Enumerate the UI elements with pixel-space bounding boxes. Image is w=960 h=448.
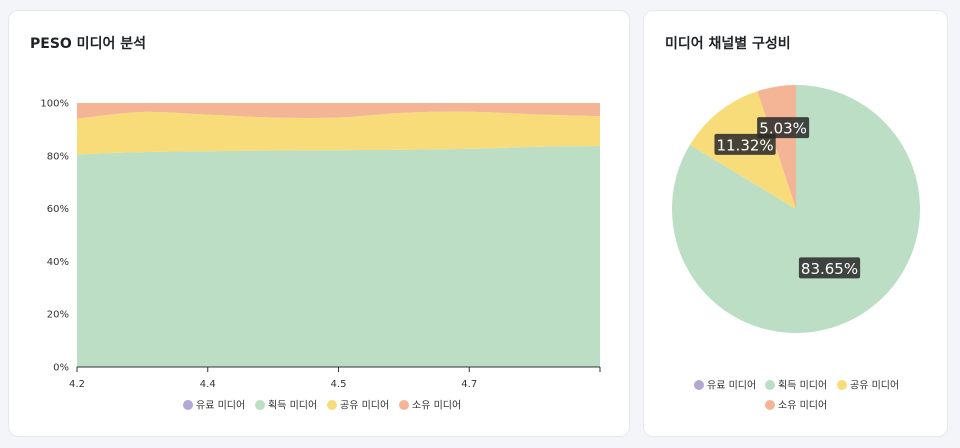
legend-label: 소유 미디어 — [412, 400, 461, 412]
legend-marker — [765, 380, 775, 390]
pie-legend-item-shared[interactable]: 공유 미디어 — [837, 380, 899, 392]
pie-label-text: 83.65% — [801, 260, 858, 278]
area-series-owned — [77, 103, 600, 119]
area-series-shared — [77, 111, 600, 155]
pie-label-text: 11.32% — [716, 136, 773, 154]
legend-marker — [183, 400, 193, 410]
pie-label-text: 5.03% — [759, 120, 807, 138]
y-tick-label: 60% — [47, 204, 69, 215]
area-series-earned — [77, 146, 600, 367]
legend-label: 획득 미디어 — [778, 380, 827, 392]
area-chart-title: PESO 미디어 분석 — [30, 36, 146, 52]
pie-slice-owned — [757, 85, 796, 209]
y-tick-label: 20% — [47, 310, 69, 321]
legend-marker — [837, 380, 847, 390]
legend-label: 획득 미디어 — [268, 400, 317, 412]
legend-label: 공유 미디어 — [850, 380, 899, 392]
pie-label-box — [757, 117, 810, 139]
legend-item-paid[interactable]: 유료 미디어 — [183, 400, 245, 412]
pie-label-box — [714, 133, 776, 155]
legend-marker — [765, 400, 775, 410]
channel-composition-card: 미디어 채널별 구성비 83.65% 11.32% 5.03% 유료 미디어 획득 미디… — [643, 10, 948, 437]
peso-analysis-card: PESO 미디어 분석 0% 20% 40% 60% 80% 100% 4.2 4.4 4.5 4… — [8, 10, 630, 437]
x-tick-label: 4.2 — [69, 379, 85, 390]
pie-data-label: 11.32% — [714, 133, 776, 155]
legend-label: 공유 미디어 — [340, 400, 389, 412]
y-tick-label: 40% — [47, 257, 69, 268]
pie-legend-item-owned[interactable]: 소유 미디어 — [765, 400, 827, 412]
y-tick-label: 80% — [47, 151, 69, 162]
y-tick-label: 0% — [53, 363, 69, 374]
legend-marker — [399, 400, 409, 410]
legend-marker — [327, 400, 337, 410]
legend-item-earned[interactable]: 획득 미디어 — [255, 400, 317, 412]
legend-item-owned[interactable]: 소유 미디어 — [399, 400, 461, 412]
pie-legend-item-earned[interactable]: 획득 미디어 — [765, 380, 827, 392]
x-tick-label: 4.4 — [200, 379, 216, 390]
legend-marker — [255, 400, 265, 410]
x-tick-label: 4.5 — [331, 379, 347, 390]
pie-legend-item-paid[interactable]: 유료 미디어 — [694, 380, 756, 392]
y-tick-label: 100% — [40, 99, 69, 110]
pie-data-label: 5.03% — [757, 117, 810, 139]
pie-data-label: 83.65% — [798, 257, 861, 279]
legend-label: 유료 미디어 — [707, 380, 756, 392]
legend-marker — [694, 380, 704, 390]
x-tick-label: 4.7 — [461, 379, 477, 390]
legend-label: 유료 미디어 — [196, 400, 245, 412]
legend-label: 소유 미디어 — [778, 400, 827, 412]
pie-label-box — [798, 257, 861, 279]
pie-chart-title: 미디어 채널별 구성비 — [665, 36, 791, 52]
area-chart: 0% 20% 40% 60% 80% 100% 4.2 4.4 4.5 4.7 유료 미디어 획득 미… — [40, 99, 601, 412]
legend-item-shared[interactable]: 공유 미디어 — [327, 400, 389, 412]
